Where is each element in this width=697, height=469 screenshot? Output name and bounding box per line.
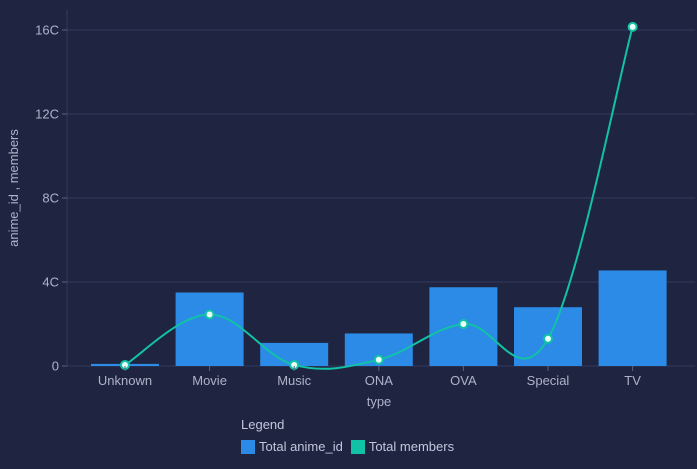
legend-title: Legend (241, 417, 285, 432)
legend-swatch-anime-id (241, 439, 255, 454)
legend-label-members: Total members (368, 439, 455, 454)
x-tick-label: Movie (192, 373, 227, 388)
bar-tv[interactable] (598, 270, 667, 366)
x-tick-label: Unknown (98, 373, 152, 388)
legend-item-anime-id[interactable]: Total anime_id (241, 439, 343, 454)
y-tick-label: 16C (35, 23, 59, 38)
bar-series (91, 270, 667, 366)
line-series (120, 21, 638, 370)
y-axis-ticks: 0 4C 8C 12C 16C (35, 23, 67, 374)
bar-movie[interactable] (175, 292, 244, 367)
gridlines (66, 10, 695, 367)
x-tick-label: TV (624, 373, 641, 388)
bar-music[interactable] (260, 342, 329, 366)
y-tick-label: 4C (42, 275, 59, 290)
x-tick-label: Music (277, 373, 311, 388)
point-ona[interactable] (373, 354, 384, 365)
x-axis-title: type (367, 394, 392, 409)
y-tick-label: 0 (52, 359, 59, 374)
x-tick-label: ONA (365, 373, 394, 388)
x-tick-label: Special (527, 373, 570, 388)
point-special[interactable] (543, 333, 553, 344)
x-axis-ticks: Unknown Movie Music ONA OVA Special TV (98, 366, 641, 388)
y-axis-title: anime_id , members (6, 129, 21, 247)
point-tv[interactable] (627, 21, 638, 32)
point-ova[interactable] (458, 319, 469, 329)
point-movie[interactable] (204, 309, 215, 320)
legend-item-members[interactable]: Total members (350, 439, 455, 454)
y-tick-label: 8C (42, 191, 59, 206)
legend-swatch-members (350, 439, 365, 454)
x-tick-label: OVA (450, 373, 477, 388)
legend-items: Total anime_id Total members (241, 439, 454, 454)
legend: Legend Total anime_id Total members (241, 417, 454, 454)
legend-label-anime-id: Total anime_id (259, 439, 343, 454)
y-tick-label: 12C (35, 107, 59, 122)
